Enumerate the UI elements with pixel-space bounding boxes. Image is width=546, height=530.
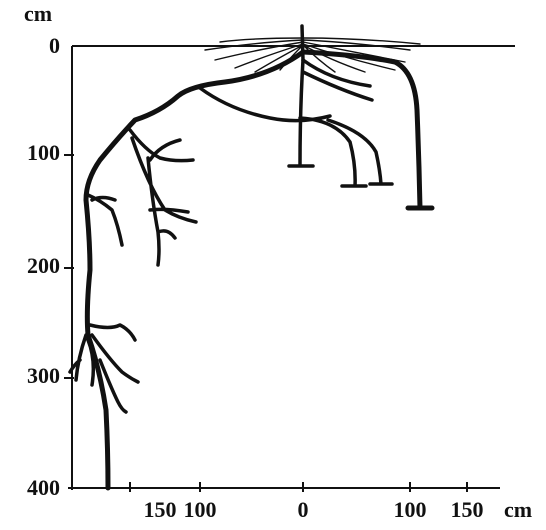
x-label: 150	[144, 497, 177, 522]
y-label: 200	[27, 253, 60, 278]
y-label: 300	[27, 363, 60, 388]
middle-branches	[198, 58, 394, 188]
y-label: 400	[27, 475, 60, 500]
x-label: 0	[298, 497, 309, 522]
x-label: 100	[394, 497, 427, 522]
y-unit: cm	[24, 1, 52, 26]
right-lateral	[300, 49, 435, 211]
x-unit: cm	[504, 497, 532, 522]
y-label: 0	[49, 33, 60, 58]
root-system	[68, 24, 435, 491]
y-label: 100	[27, 140, 60, 165]
x-label: 150	[451, 497, 484, 522]
main-left-lateral	[83, 49, 306, 491]
taproot	[287, 24, 315, 168]
axes	[64, 45, 515, 492]
left-branches	[86, 128, 198, 267]
lower-branches	[68, 323, 140, 414]
x-label: 100	[184, 497, 217, 522]
tick-marks	[64, 154, 468, 492]
